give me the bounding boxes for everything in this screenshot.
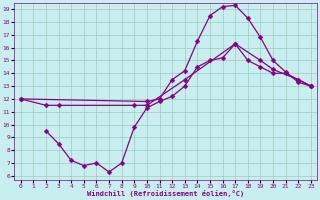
X-axis label: Windchill (Refroidissement éolien,°C): Windchill (Refroidissement éolien,°C) (87, 190, 244, 197)
